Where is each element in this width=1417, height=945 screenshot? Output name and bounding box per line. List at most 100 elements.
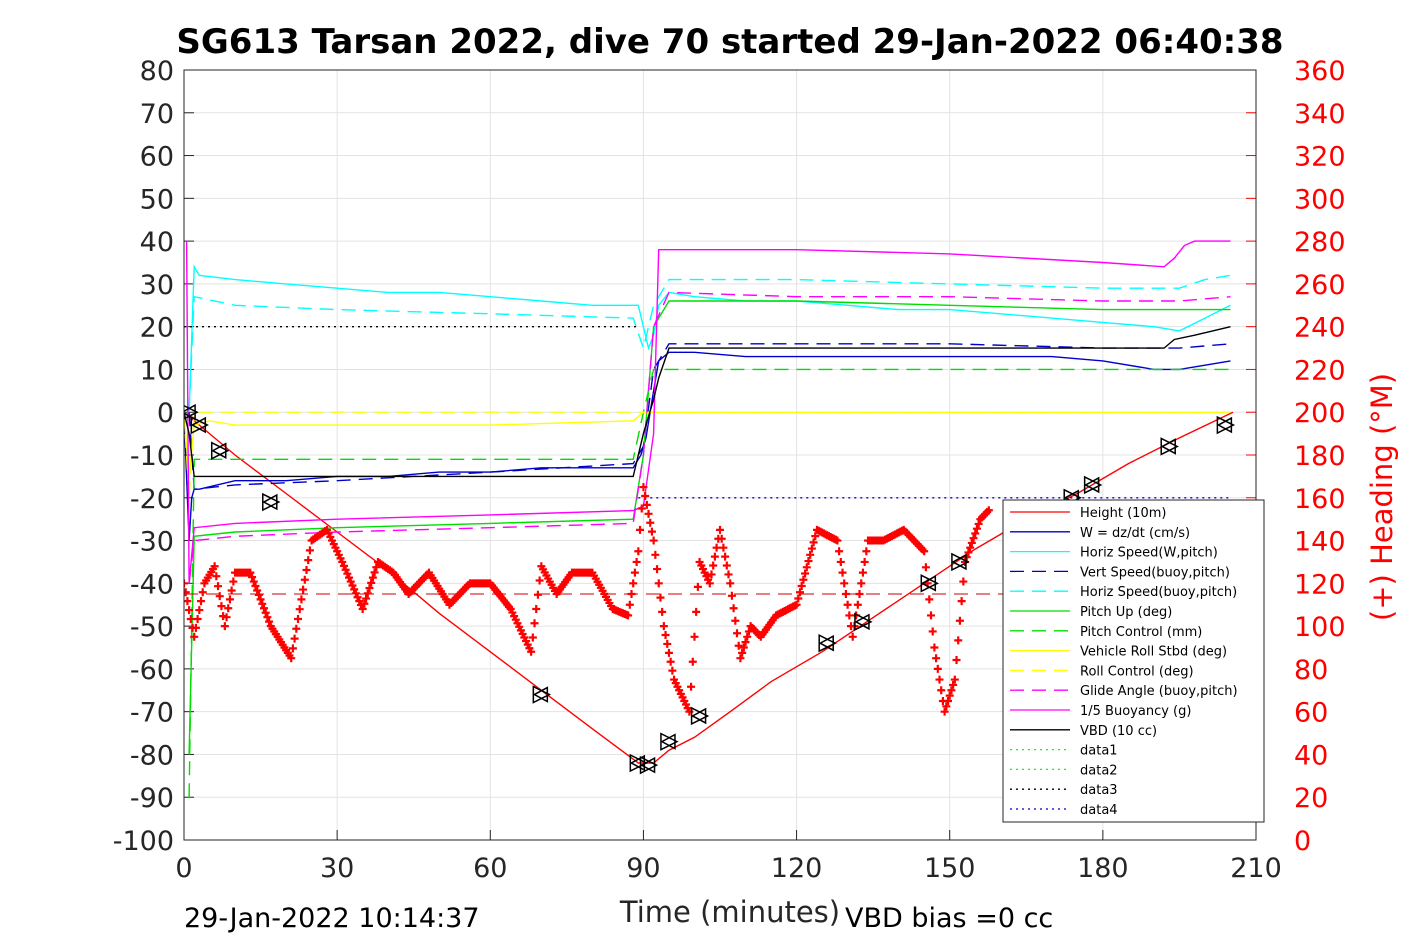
heading-point bbox=[646, 518, 655, 527]
heading-point bbox=[925, 595, 934, 604]
heading-point bbox=[636, 525, 645, 534]
heading-point bbox=[966, 543, 975, 552]
heading-point bbox=[661, 631, 670, 640]
chart-title: SG613 Tarsan 2022, dive 70 started 29-Ja… bbox=[176, 22, 1283, 62]
heading-point bbox=[527, 647, 536, 656]
heading-point bbox=[644, 509, 653, 518]
heading-point bbox=[690, 632, 699, 641]
heading-point bbox=[811, 532, 820, 541]
heading-point bbox=[664, 648, 673, 657]
heading-point bbox=[954, 636, 963, 645]
heading-point bbox=[937, 686, 946, 695]
heading-point bbox=[845, 611, 854, 620]
legend-entry: Pitch Control (mm) bbox=[1080, 625, 1202, 640]
heading-point bbox=[368, 573, 377, 582]
heading-point bbox=[362, 594, 371, 603]
series-line-11 bbox=[184, 326, 1231, 478]
heading-point bbox=[224, 604, 233, 613]
heading-point bbox=[287, 654, 296, 663]
y-tick-label: -10 bbox=[130, 441, 174, 472]
y-tick-label: -50 bbox=[130, 612, 174, 643]
heading-point bbox=[184, 588, 190, 597]
y-tick-label: -70 bbox=[130, 698, 174, 729]
heading-point bbox=[709, 561, 718, 570]
right-tick-label: 40 bbox=[1294, 740, 1328, 771]
heading-point bbox=[857, 579, 866, 588]
heading-point bbox=[962, 553, 971, 562]
right-tick-label: 340 bbox=[1294, 99, 1346, 130]
legend-entry: W = dz/dt (cm/s) bbox=[1080, 526, 1190, 541]
heading-point bbox=[360, 599, 369, 608]
right-tick-label: 120 bbox=[1294, 569, 1346, 600]
heading-point bbox=[984, 506, 993, 515]
heading-point bbox=[945, 691, 954, 700]
legend-entry: Horiz Speed(W,pitch) bbox=[1080, 546, 1218, 561]
heading-point bbox=[642, 500, 651, 509]
heading-point bbox=[184, 579, 188, 588]
heading-point bbox=[928, 627, 937, 636]
series-line-10 bbox=[185, 240, 1231, 584]
axis-ticks: 0 30 60 90 120 150 180 21080706050403020100-10-… bbox=[113, 56, 1346, 884]
heading-point bbox=[947, 686, 956, 695]
legend-entry: Roll Control (deg) bbox=[1080, 664, 1194, 679]
heading-point bbox=[736, 654, 745, 663]
heading-point bbox=[197, 597, 206, 606]
heading-point bbox=[195, 606, 204, 615]
heading-point bbox=[952, 655, 961, 664]
heading-point bbox=[848, 632, 857, 641]
heading-point bbox=[222, 613, 231, 622]
heading-point bbox=[656, 593, 665, 602]
heading-point bbox=[625, 600, 634, 609]
heading-point bbox=[734, 641, 743, 650]
heading-point bbox=[743, 632, 752, 641]
heading-point bbox=[726, 579, 735, 588]
x-tick-label: 30 bbox=[320, 853, 354, 884]
heading-point bbox=[365, 584, 374, 593]
heading-point bbox=[858, 568, 867, 577]
marker-layer bbox=[184, 403, 1236, 775]
legend-entry: 1/5 Buoyancy (g) bbox=[1080, 704, 1191, 719]
heading-point bbox=[855, 590, 864, 599]
heading-point bbox=[254, 590, 263, 599]
x-tick-label: 150 bbox=[924, 853, 976, 884]
dive-marker-back bbox=[1216, 416, 1233, 434]
heading-point bbox=[801, 569, 810, 578]
heading-point bbox=[294, 614, 303, 623]
legend-entry: Height (10m) bbox=[1080, 506, 1166, 521]
heading-point bbox=[249, 577, 258, 586]
legend-entry: VBD (10 cc) bbox=[1080, 724, 1157, 739]
y-tick-label: 70 bbox=[140, 99, 174, 130]
dive-marker-back bbox=[951, 553, 967, 571]
heading-point bbox=[835, 547, 844, 556]
heading-point bbox=[297, 595, 306, 604]
legend-entry: data4 bbox=[1080, 803, 1118, 818]
dive-marker-back bbox=[532, 686, 549, 703]
y-tick-label: -20 bbox=[130, 484, 174, 515]
heading-point bbox=[663, 639, 672, 648]
right-tick-label: 180 bbox=[1294, 441, 1346, 472]
heading-point bbox=[724, 570, 733, 579]
heading-point bbox=[258, 599, 267, 608]
heading-point bbox=[217, 602, 226, 611]
heading-point bbox=[738, 648, 747, 657]
heading-point bbox=[253, 586, 262, 595]
heading-point bbox=[967, 538, 976, 547]
right-tick-label: 100 bbox=[1294, 612, 1346, 643]
heading-point bbox=[299, 585, 308, 594]
heading-point bbox=[950, 675, 959, 684]
heading-point bbox=[265, 617, 274, 626]
heading-point bbox=[969, 534, 978, 543]
heading-point bbox=[707, 570, 716, 579]
heading-point bbox=[632, 557, 641, 566]
series-line-8 bbox=[184, 411, 1231, 498]
x-tick-label: 120 bbox=[771, 853, 823, 884]
dive-marker-back bbox=[690, 707, 707, 725]
heading-point bbox=[261, 608, 270, 617]
heading-point bbox=[972, 524, 981, 533]
heading-point bbox=[804, 557, 813, 566]
dive-marker-back bbox=[211, 442, 227, 459]
heading-point bbox=[795, 588, 804, 597]
x-tick-label: 180 bbox=[1077, 853, 1129, 884]
heading-point bbox=[634, 547, 643, 556]
dive-marker-back bbox=[920, 575, 937, 592]
